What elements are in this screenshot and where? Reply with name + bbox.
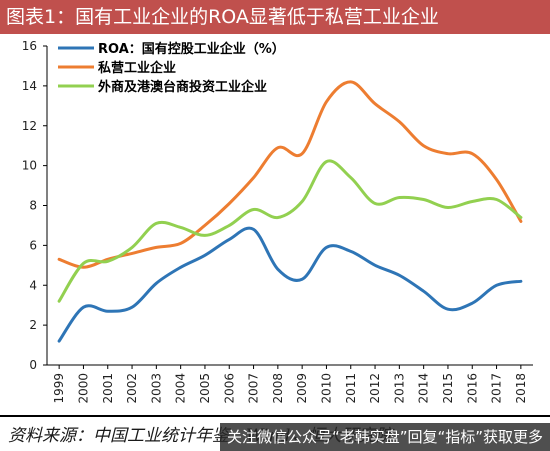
y-tick-label: 12 (22, 119, 37, 133)
x-tick-label: 2004 (174, 373, 188, 404)
y-tick-label: 8 (29, 199, 37, 213)
x-tick-label: 2003 (149, 373, 163, 404)
x-tick-label: 2017 (490, 373, 504, 404)
footer: 资料来源：中国工业统计年鉴，Wind，恒大研究院 关注微信公众号“老韩实盘”回复… (0, 415, 550, 451)
x-tick-label: 2000 (76, 373, 90, 404)
y-tick-label: 4 (29, 278, 37, 292)
chart-title-banner: 图表1：国有工业企业的ROA显著低于私营工业企业 (0, 0, 550, 34)
legend-label-2: 私营工业企业 (98, 60, 176, 76)
watermark-banner: 关注微信公众号“老韩实盘”回复“指标”获取更多 (220, 423, 550, 451)
x-tick-label: 1999 (52, 373, 66, 404)
x-tick-label: 2009 (295, 373, 309, 404)
x-tick-label: 2011 (344, 373, 358, 404)
y-tick-label: 6 (29, 238, 37, 252)
x-tick-label: 2008 (271, 373, 285, 404)
x-tick-label: 2016 (465, 373, 479, 404)
x-tick-label: 2018 (514, 373, 528, 404)
legend-label-3: 外商及港澳台商投资工业企业 (97, 79, 267, 95)
x-tick-label: 2006 (222, 373, 236, 404)
y-tick-label: 10 (22, 159, 37, 173)
series-line-3 (57, 159, 523, 303)
series-line-1 (57, 226, 523, 343)
chart-title: 图表1：国有工业企业的ROA显著低于私营工业企业 (6, 6, 439, 28)
x-tick-label: 2001 (101, 373, 115, 404)
x-tick-label: 2014 (417, 373, 431, 404)
x-tick-label: 2012 (368, 373, 382, 404)
x-tick-label: 2005 (198, 373, 212, 404)
y-tick-label: 14 (22, 79, 37, 93)
x-tick-label: 2015 (441, 373, 455, 404)
x-tick-label: 2002 (125, 373, 139, 404)
x-tick-label: 2007 (247, 373, 261, 404)
y-tick-label: 16 (22, 39, 37, 53)
line-chart: 0 2 4 6 8 10 12 14 16 1999 2000 2001 2002 2003 2004 200… (22, 39, 533, 404)
series-line-2 (57, 80, 523, 269)
x-tick-label: 2010 (319, 373, 333, 404)
y-tick-label: 2 (29, 318, 37, 332)
y-tick-label: 0 (29, 358, 37, 372)
x-tick-label: 2013 (392, 373, 406, 404)
legend-label-1: ROA：国有控股工业企业（%） (98, 41, 285, 57)
